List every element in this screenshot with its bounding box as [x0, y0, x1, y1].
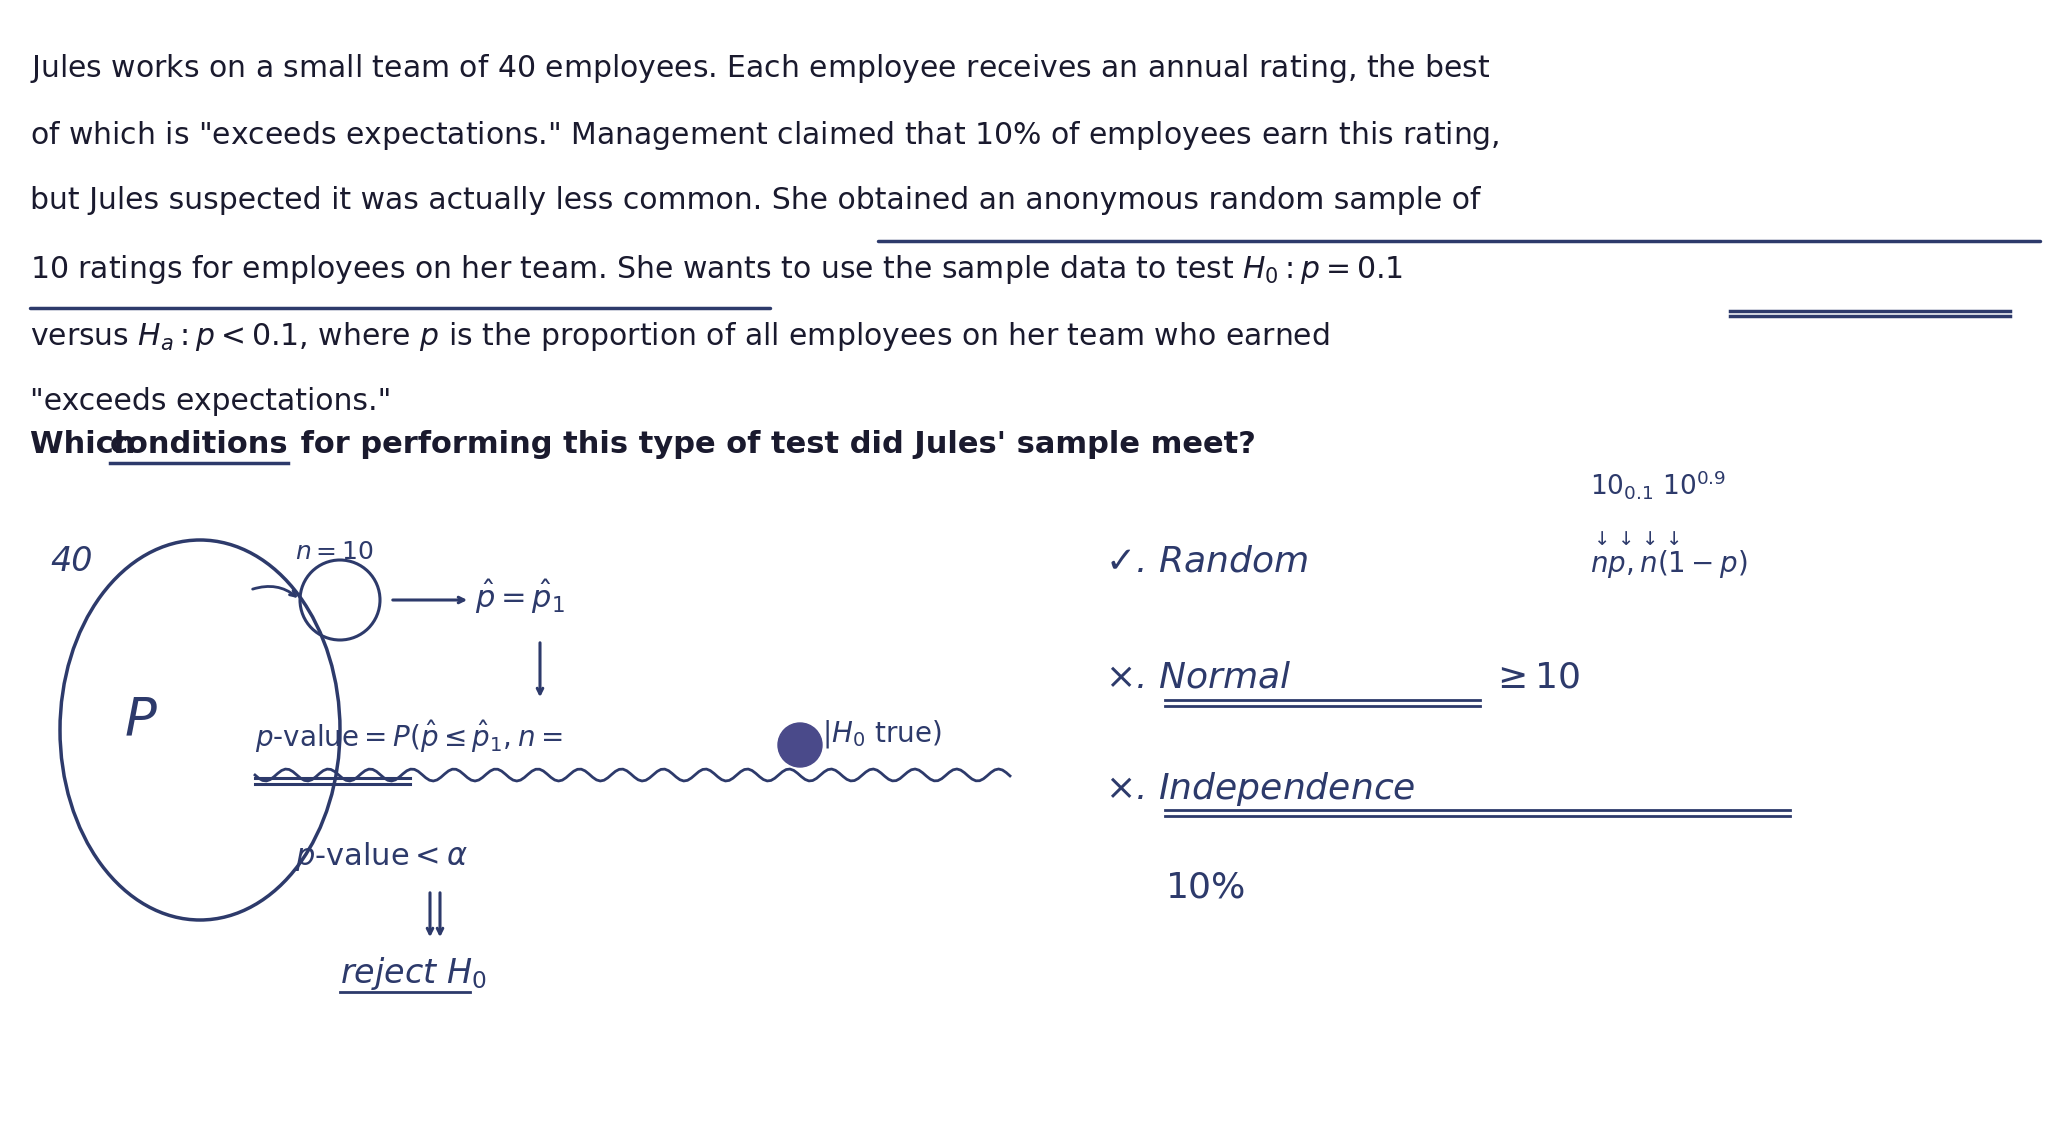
Text: Which: Which	[31, 431, 146, 459]
Text: conditions: conditions	[111, 431, 290, 459]
Text: $\checkmark$. Random: $\checkmark$. Random	[1105, 545, 1308, 579]
Text: "exceeds expectations.": "exceeds expectations."	[31, 386, 392, 416]
Text: 40: 40	[49, 545, 92, 579]
Circle shape	[778, 723, 822, 767]
Text: of which is "exceeds expectations." Management claimed that $10\%$ of employees : of which is "exceeds expectations." Mana…	[31, 119, 1499, 153]
Text: $\hat{p} = \hat{p}_1$: $\hat{p} = \hat{p}_1$	[474, 579, 565, 616]
Text: $10$ ratings for employees on her team. She wants to use the sample data to test: $10$ ratings for employees on her team. …	[31, 253, 1403, 286]
Text: $\geq 10$: $\geq 10$	[1489, 660, 1580, 694]
Text: $p\text{-value} < \alpha$: $p\text{-value} < \alpha$	[296, 840, 468, 873]
Text: for performing this type of test did Jules' sample meet?: for performing this type of test did Jul…	[290, 431, 1255, 459]
Text: $\times$. Normal: $\times$. Normal	[1105, 660, 1292, 694]
Text: P: P	[123, 694, 156, 746]
Text: $10\%$: $10\%$	[1165, 870, 1245, 904]
Text: $np, n(1-p)$: $np, n(1-p)$	[1590, 548, 1748, 580]
Text: $| H_0 \text{ true})$: $| H_0 \text{ true})$	[822, 718, 941, 750]
Text: reject $H_0$: reject $H_0$	[341, 955, 487, 992]
Text: versus $H_a : p < 0.1$, where $p$ is the proportion of all employees on her team: versus $H_a : p < 0.1$, where $p$ is the…	[31, 320, 1329, 353]
Text: Jules works on a small team of $\mathit{40}$ employees. Each employee receives a: Jules works on a small team of $\mathit{…	[31, 52, 1491, 85]
Text: $10_{0.1}$ $10^{0.9}$: $10_{0.1}$ $10^{0.9}$	[1590, 468, 1725, 501]
Text: $n=10$: $n=10$	[296, 540, 374, 564]
Text: but Jules suspected it was actually less common. She obtained an anonymous rando: but Jules suspected it was actually less…	[31, 186, 1481, 215]
Text: $\downarrow \downarrow \downarrow \downarrow$: $\downarrow \downarrow \downarrow \downa…	[1590, 530, 1680, 549]
Text: $\times$. Independence: $\times$. Independence	[1105, 770, 1415, 808]
Text: $p\text{-value} = P(\hat{p} \leq \hat{p}_1, n=$: $p\text{-value} = P(\hat{p} \leq \hat{p}…	[255, 718, 563, 755]
